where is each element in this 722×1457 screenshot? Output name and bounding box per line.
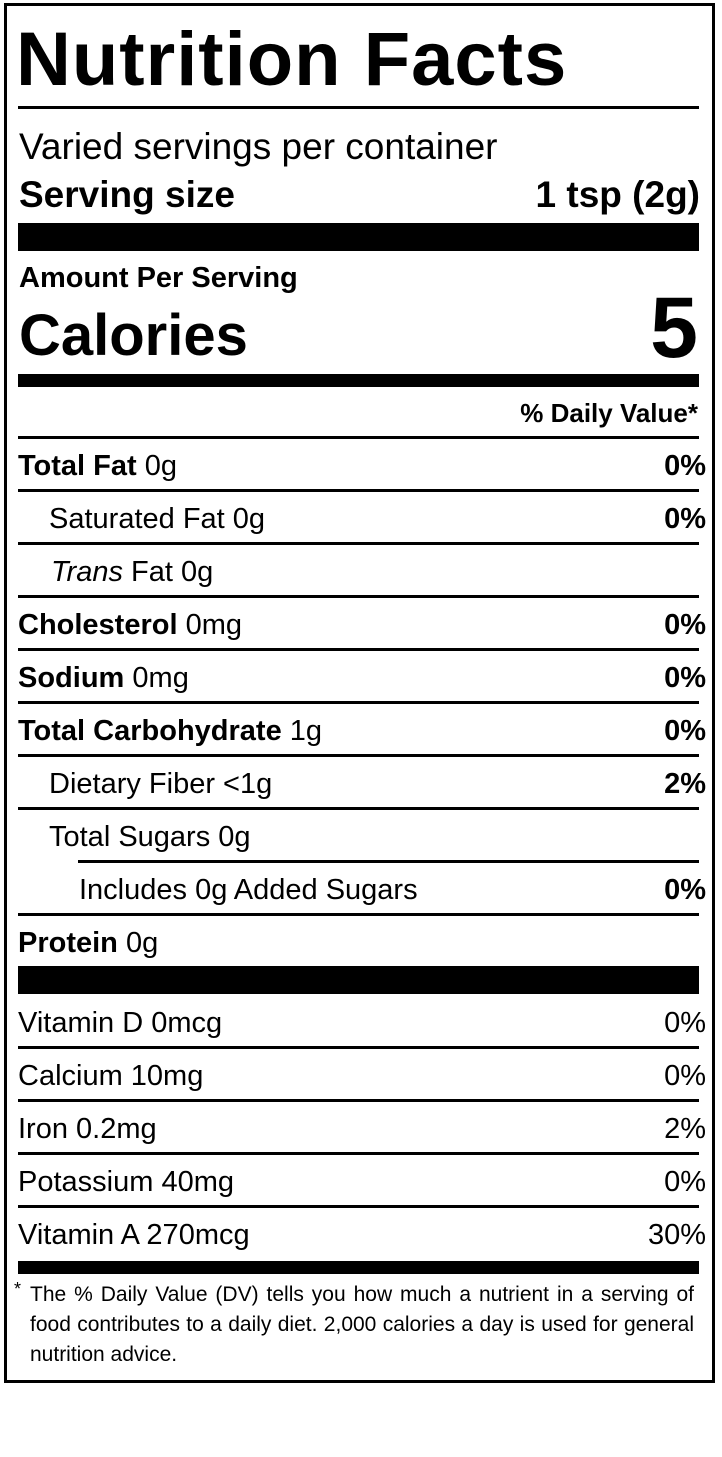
divider — [18, 1205, 699, 1208]
divider — [18, 701, 699, 704]
nutrient-total-sugars: Total Sugars 0g — [49, 821, 251, 853]
nutrient-cholesterol: Cholesterol 0mg — [18, 611, 242, 640]
vitamin-row-dv: 0% — [664, 1007, 706, 1039]
divider — [18, 913, 699, 916]
divider — [18, 807, 699, 810]
thick-divider-serving — [18, 223, 699, 251]
dv-sodium: 0% — [664, 662, 706, 694]
nutrient-name: Total Fat — [18, 450, 137, 482]
nutrient-amount: 0mg — [185, 609, 243, 641]
nutrition-facts-panel — [4, 3, 715, 1383]
dv-cholesterol: 0% — [664, 609, 706, 641]
title-divider — [18, 106, 699, 109]
daily-value-header: % Daily Value* — [520, 398, 698, 428]
servings-per-container: Varied servings per container — [19, 126, 498, 167]
nutrient-amount: 0g — [125, 927, 159, 959]
nutrient-total-fat: Total Fat 0g — [18, 452, 177, 481]
serving-size-label: Serving size — [19, 174, 235, 215]
nutrient-name: Total Carbohydrate — [18, 715, 282, 747]
nutrient-added-sugars: Includes 0g Added Sugars — [79, 874, 418, 906]
vitamin-row-dv: 30% — [647, 1219, 706, 1251]
divider — [18, 595, 699, 598]
vitamin-row-name: Calcium 10mg — [18, 1060, 204, 1092]
thick-divider-protein — [18, 966, 699, 994]
vitamin-row-name: Vitamin A 270mcg — [18, 1219, 250, 1251]
vitamin-row-name: Vitamin D 0mcg — [18, 1007, 223, 1039]
nutrient-protein: Protein 0g — [18, 929, 158, 958]
divider-indented — [78, 860, 699, 863]
nutrient-amount: 1g — [289, 715, 323, 747]
vitamin-row-name: Iron 0.2mg — [18, 1113, 157, 1145]
vitamin-row-dv: 0% — [664, 1060, 706, 1092]
vitamin-row-dv: 0% — [664, 1166, 706, 1198]
calories-value: 5 — [650, 280, 698, 376]
divider — [18, 1152, 699, 1155]
serving-size-value: 1 tsp (2g) — [535, 174, 700, 215]
medium-divider-calories — [18, 374, 699, 387]
divider — [18, 1099, 699, 1102]
label-title: Nutrition Facts — [16, 17, 568, 102]
nutrient-name: Cholesterol — [18, 609, 178, 641]
dv-total-carbohydrate: 0% — [664, 715, 706, 747]
divider — [18, 754, 699, 757]
nutrient-dietary-fiber: Dietary Fiber <1g — [49, 768, 273, 800]
nutrient-amount: 0g — [144, 450, 178, 482]
footnote-asterisk: * — [14, 1279, 22, 1299]
nutrient-total-carbohydrate: Total Carbohydrate 1g — [18, 717, 322, 746]
amount-per-serving: Amount Per Serving — [19, 262, 298, 294]
divider — [18, 489, 699, 492]
nutrient-amount: 0mg — [132, 662, 189, 694]
nutrient-saturated-fat: Saturated Fat 0g — [49, 503, 266, 535]
dv-dietary-fiber: 2% — [664, 768, 706, 800]
footnote-text: The % Daily Value (DV) tells you how muc… — [30, 1283, 694, 1366]
trans-italic: Trans — [51, 556, 123, 588]
divider — [18, 648, 699, 651]
divider — [18, 542, 699, 545]
calories-label: Calories — [19, 303, 248, 368]
divider — [18, 1046, 699, 1049]
trans-rest: Fat 0g — [131, 556, 214, 588]
vitamin-row-dv: 2% — [664, 1113, 706, 1145]
medium-divider-footnote — [18, 1261, 699, 1274]
nutrient-sodium: Sodium 0mg — [18, 664, 189, 693]
vitamin-row-name: Potassium 40mg — [18, 1166, 234, 1198]
divider — [18, 436, 699, 439]
dv-saturated-fat: 0% — [664, 503, 706, 535]
nutrient-trans-fat: Trans Fat 0g — [51, 558, 213, 587]
dv-total-fat: 0% — [664, 450, 706, 482]
dv-added-sugars: 0% — [664, 874, 706, 906]
nutrient-name: Protein — [18, 927, 118, 959]
nutrient-name: Sodium — [18, 662, 125, 694]
